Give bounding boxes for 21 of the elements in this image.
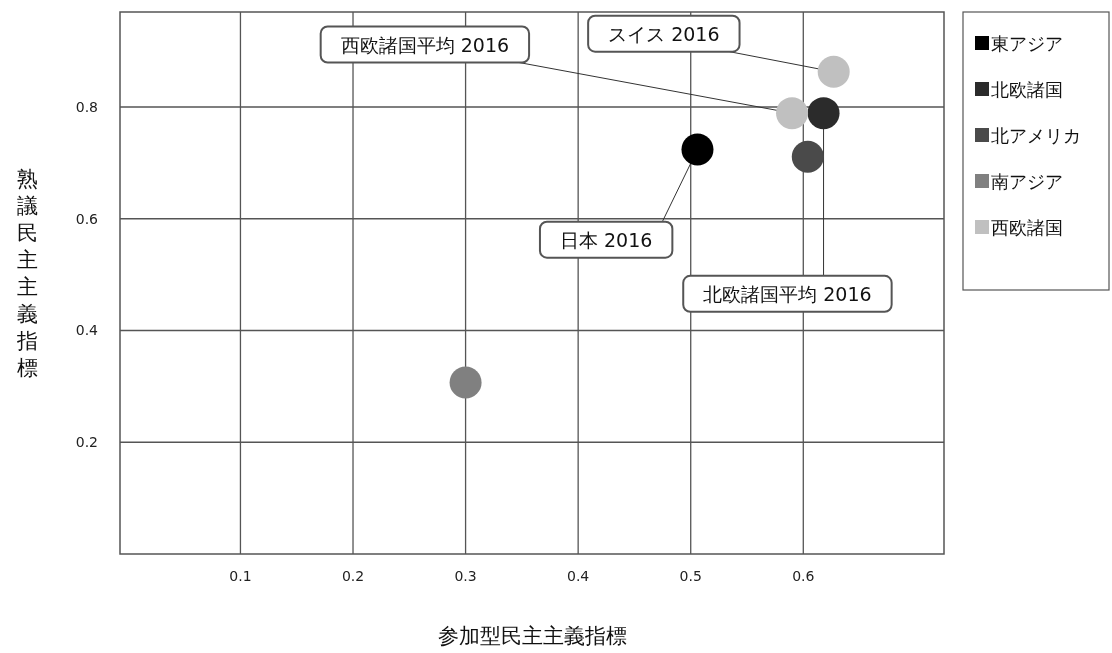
x-tick-label: 0.1 [229,568,252,584]
x-tick-label: 0.4 [567,568,590,584]
y-tick-label: 0.2 [75,434,98,451]
y-axis-title: 熟議民主主義指標 [15,166,38,380]
x-tick-label: 0.6 [792,568,815,584]
legend-label: 西欧諸国 [991,217,1063,238]
x-tick-label: 0.2 [341,568,365,584]
annotation: スイス 2016 [608,22,720,45]
x-axis-title: 参加型民主主義指標 [437,624,627,648]
annotation: 西欧諸国平均 2016 [340,33,510,56]
x-tick-label: 0.5 [679,568,702,584]
legend-label: 北アメリカ [991,125,1081,146]
legend-label: 北欧諸国 [991,79,1063,100]
annotation: 北欧諸国平均 2016 [703,282,872,305]
annotation: 日本 2016 [559,228,653,251]
legend-label: 東アジア [991,33,1063,54]
y-tick-label: 0.8 [75,98,98,115]
x-tick-label: 0.3 [454,568,477,584]
legend-label: 南アジア [991,171,1063,192]
y-tick-label: 0.4 [75,322,99,339]
y-tick-label: 0.6 [75,210,99,227]
